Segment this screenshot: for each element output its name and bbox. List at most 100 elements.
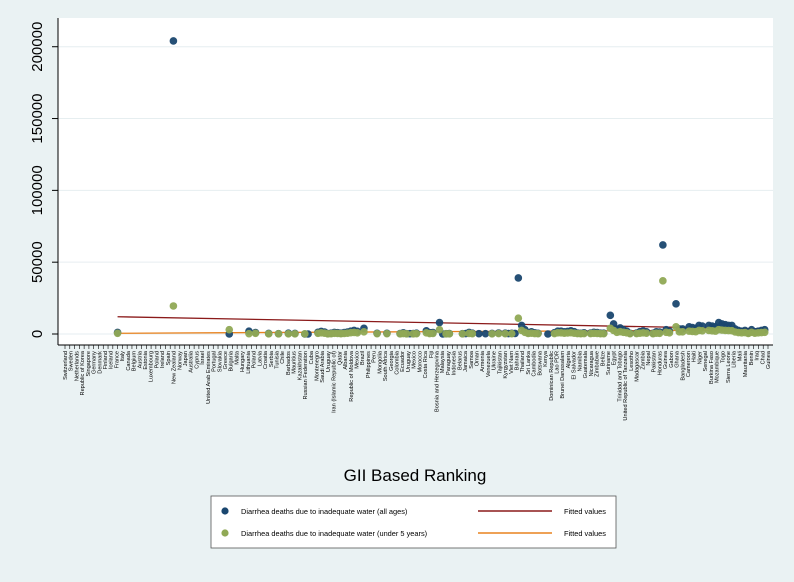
- x-tick-label: Morocco: [417, 351, 423, 372]
- x-tick-label: Bahrain: [515, 351, 521, 370]
- plot-area: [58, 18, 773, 345]
- x-tick-label: Sweden: [69, 351, 75, 371]
- x-tick-label: Nepal: [646, 351, 652, 366]
- point-under-5: [373, 329, 381, 338]
- x-tick-label: Zambia: [640, 350, 646, 370]
- x-tick-label: Dominican Republic: [549, 351, 555, 401]
- legend-marker: [221, 529, 229, 537]
- point-under-5: [402, 330, 411, 338]
- y-tick-label: 0: [29, 330, 46, 338]
- x-tick-label: Cambodia: [532, 350, 538, 376]
- x-tick-label: Niger: [697, 351, 703, 365]
- x-tick-label: Peru: [372, 351, 378, 363]
- x-tick-label: Denmark: [97, 351, 103, 374]
- x-tick-label: Indonesia: [452, 350, 458, 375]
- x-tick-label: Trinidad and Tobago: [617, 351, 623, 402]
- x-tick-label: Cuba: [309, 350, 315, 364]
- x-tick-label: Estonia: [143, 350, 149, 370]
- x-tick-label: Madagascar: [635, 351, 641, 382]
- point-under-5: [488, 330, 496, 338]
- x-tick-label: Kyrgyzstan: [503, 351, 509, 379]
- point-under-5: [113, 329, 122, 338]
- x-tick-label: Poland: [154, 351, 160, 368]
- y-tick-label: 200000: [29, 22, 46, 72]
- point-under-5: [412, 329, 421, 338]
- x-tick-label: Costa Rica: [423, 350, 429, 378]
- x-tick-label: Venezuela: [486, 350, 492, 377]
- point-all-ages: [672, 300, 680, 308]
- data-points: [113, 37, 769, 338]
- x-tick-label: Serbia: [269, 350, 275, 367]
- point-under-5: [760, 328, 769, 337]
- x-tick-label: Sri Lanka: [526, 350, 532, 375]
- x-tick-label: Italy: [120, 351, 126, 361]
- x-tick-label: Ecuador: [400, 351, 406, 372]
- x-tick-label: Togo: [720, 351, 726, 363]
- x-tick-label: Slovakia: [217, 350, 223, 372]
- x-tick-label: Senegal: [703, 351, 709, 372]
- x-tick-label: Mongolia: [377, 350, 383, 374]
- y-tick-label: 100000: [29, 165, 46, 215]
- point-under-5: [665, 329, 674, 337]
- x-tick-label: Cyprus: [194, 351, 200, 369]
- x-tick-label: Bulgaria: [229, 350, 235, 371]
- x-tick-label: United Republic of Tanzania: [623, 350, 629, 420]
- point-under-5: [360, 328, 368, 336]
- x-tick-label: Poland: [252, 351, 258, 368]
- point-under-5: [274, 330, 283, 338]
- x-tick-label: Albania: [343, 350, 349, 370]
- x-tick-label: Spain: [166, 351, 172, 365]
- point-under-5: [659, 277, 667, 285]
- x-tick-label: Malta: [234, 350, 240, 365]
- x-tick-label: Gabon: [669, 351, 675, 368]
- point-all-ages: [659, 241, 667, 249]
- x-tick-label: Cameroon: [686, 351, 692, 377]
- x-tick-label: New Zealand: [172, 351, 178, 384]
- legend: Diarrhea deaths due to inadequate water …: [210, 495, 617, 549]
- y-tick-label: 50000: [29, 241, 46, 283]
- x-tick-label: Belgium: [132, 351, 138, 372]
- point-under-5: [458, 330, 467, 338]
- x-tick-label: Mexico: [354, 351, 360, 369]
- x-tick-label: Thailand: [520, 351, 526, 372]
- x-tick-label: Israel: [200, 351, 206, 365]
- point-all-ages: [544, 330, 552, 338]
- x-tick-label: Pakistan: [652, 351, 658, 372]
- x-tick-label: Latvia: [257, 350, 263, 366]
- point-under-5: [626, 329, 634, 338]
- point-all-ages: [606, 311, 615, 320]
- x-tick-label: Lithuania: [246, 350, 252, 374]
- x-tick-label: Chad: [760, 351, 766, 364]
- x-tick-label: Iran (Islamic Republic of): [332, 351, 338, 413]
- point-under-5: [429, 329, 437, 338]
- x-tick-label: Switzerland: [63, 351, 69, 380]
- point-under-5: [225, 325, 234, 334]
- y-axis: 0 50000 100000 150000 200000: [29, 18, 773, 346]
- point-under-5: [501, 329, 509, 338]
- point-under-5: [514, 314, 523, 323]
- x-tick-label: Mozambique: [715, 351, 721, 383]
- point-under-5: [642, 329, 651, 337]
- legend-label: Fitted values: [564, 529, 606, 538]
- x-tick-label: Tunisia: [274, 350, 280, 369]
- legend-label: Fitted values: [564, 507, 606, 516]
- point-under-5: [353, 329, 362, 337]
- x-tick-label: Hungary: [240, 351, 246, 372]
- x-axis-label: GII Based Ranking: [344, 466, 487, 485]
- x-tick-label: Paraguay: [446, 351, 452, 375]
- point-under-5: [580, 329, 588, 338]
- point-under-5: [435, 325, 444, 334]
- x-tick-label: Ukraine: [492, 351, 498, 370]
- point-all-ages: [514, 274, 523, 282]
- x-tick-label: Germany: [92, 351, 98, 374]
- point-under-5: [678, 328, 687, 336]
- x-tick-label: Viet Nam: [509, 351, 515, 374]
- point-under-5: [264, 330, 273, 338]
- point-under-5: [534, 329, 542, 338]
- x-tick-label: Fiji: [429, 351, 435, 358]
- x-tick-label: Brazil: [360, 351, 366, 365]
- x-tick-label: Lao PDR: [555, 351, 561, 374]
- x-tick-label: Burkina Faso: [709, 351, 715, 384]
- point-under-5: [169, 302, 178, 310]
